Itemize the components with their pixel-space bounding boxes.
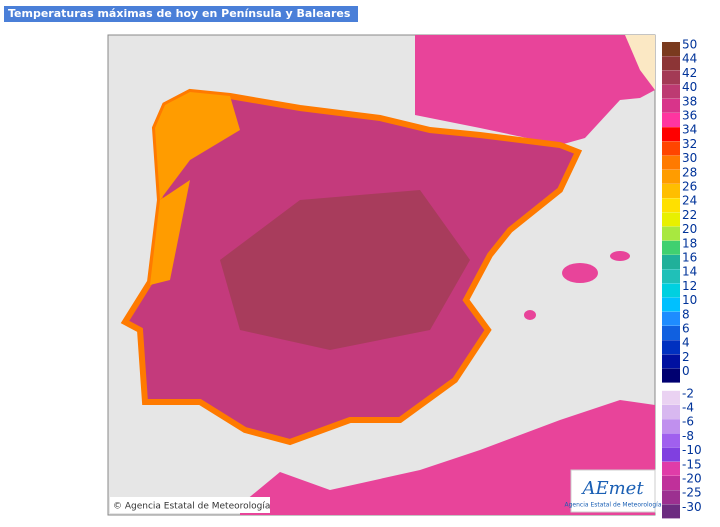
legend-swatch bbox=[662, 390, 680, 405]
legend-label: 18 bbox=[682, 236, 697, 250]
galicia-band bbox=[155, 92, 240, 200]
interior bbox=[220, 190, 470, 350]
legend-swatch bbox=[662, 447, 680, 462]
legend-swatch bbox=[662, 70, 680, 85]
legend-label: 8 bbox=[682, 307, 690, 321]
legend-label: 32 bbox=[682, 137, 697, 151]
legend-label: 22 bbox=[682, 208, 697, 222]
france bbox=[415, 35, 655, 145]
legend-label: -25 bbox=[682, 486, 702, 500]
copyright: © Agencia Estatal de Meteorología bbox=[110, 497, 270, 513]
legend-label: 40 bbox=[682, 80, 697, 94]
legend-swatch bbox=[662, 311, 680, 326]
legend-swatch bbox=[662, 340, 680, 355]
legend-label: 24 bbox=[682, 194, 697, 208]
legend-swatch bbox=[662, 405, 680, 419]
legend-label: -15 bbox=[682, 457, 702, 471]
legend-label: 36 bbox=[682, 109, 697, 123]
legend-label: 0 bbox=[682, 364, 690, 378]
legend-label: 20 bbox=[682, 222, 697, 236]
portugal-band bbox=[150, 180, 190, 285]
logo-subtitle: Agencia Estatal de Meteorología bbox=[565, 502, 662, 509]
legend-swatch bbox=[662, 141, 680, 156]
legend-label: -10 bbox=[682, 443, 702, 457]
legend-label: -8 bbox=[682, 429, 694, 443]
legend-label: 16 bbox=[682, 251, 697, 265]
legend-label: 50 bbox=[682, 38, 697, 52]
legend-swatch bbox=[662, 240, 680, 255]
menorca bbox=[610, 251, 630, 261]
copyright-bg bbox=[110, 497, 270, 513]
legend-swatch bbox=[662, 184, 680, 198]
legend-label: 30 bbox=[682, 151, 697, 165]
legend-label: 38 bbox=[682, 94, 697, 108]
legend-swatch bbox=[662, 326, 680, 340]
legend-swatch bbox=[662, 155, 680, 170]
legend-swatch bbox=[662, 476, 680, 490]
legend-swatch bbox=[662, 433, 680, 448]
legend-swatch bbox=[662, 419, 680, 434]
legend-label: 42 bbox=[682, 66, 697, 80]
mallorca bbox=[562, 263, 598, 283]
legend-swatch bbox=[662, 212, 680, 227]
copyright-text: © Agencia Estatal de Meteorología bbox=[113, 502, 270, 512]
legend-swatch bbox=[662, 84, 680, 99]
legend-label: 12 bbox=[682, 279, 697, 293]
legend-label: -4 bbox=[682, 401, 694, 415]
legend-swatch bbox=[662, 368, 680, 383]
legend-swatch bbox=[662, 113, 680, 127]
legend-swatch bbox=[662, 169, 680, 184]
legend-label: 14 bbox=[682, 265, 697, 279]
ibiza bbox=[524, 310, 536, 320]
legend-swatch bbox=[662, 198, 680, 213]
legend-swatch bbox=[662, 461, 680, 476]
legend-label: -6 bbox=[682, 415, 694, 429]
legend-label: -2 bbox=[682, 386, 694, 400]
legend-swatch bbox=[662, 98, 680, 113]
legend-swatch bbox=[662, 56, 680, 71]
legend-swatch bbox=[662, 226, 680, 241]
title: Temperaturas máximas de hoy en Península… bbox=[4, 6, 358, 22]
legend-label: 10 bbox=[682, 293, 697, 307]
legend-label: 4 bbox=[682, 336, 690, 350]
legend-label: -30 bbox=[682, 500, 702, 514]
logo: AEmet Agencia Estatal de Meteorología bbox=[565, 469, 662, 513]
africa bbox=[240, 400, 655, 515]
legend-label: 34 bbox=[682, 123, 697, 137]
land-light bbox=[625, 35, 655, 90]
legend-label: 44 bbox=[682, 52, 697, 66]
legend: 5044424038363432302826242220181614121086… bbox=[662, 38, 702, 519]
logo-bg bbox=[570, 469, 656, 513]
legend-swatch bbox=[662, 127, 680, 142]
legend-label: 28 bbox=[682, 165, 697, 179]
logo-name: AEmet bbox=[580, 478, 644, 499]
legend-swatch bbox=[662, 504, 680, 519]
legend-swatch bbox=[662, 490, 680, 505]
legend-label: -20 bbox=[682, 472, 702, 486]
legend-label: 2 bbox=[682, 350, 690, 364]
legend-label: 26 bbox=[682, 180, 697, 194]
legend-label: 6 bbox=[682, 322, 690, 336]
legend-swatch bbox=[662, 297, 680, 312]
legend-swatch bbox=[662, 269, 680, 284]
legend-swatch bbox=[662, 283, 680, 298]
legend-swatch bbox=[662, 42, 680, 56]
legend-swatch bbox=[662, 255, 680, 269]
legend-swatch bbox=[662, 354, 680, 369]
